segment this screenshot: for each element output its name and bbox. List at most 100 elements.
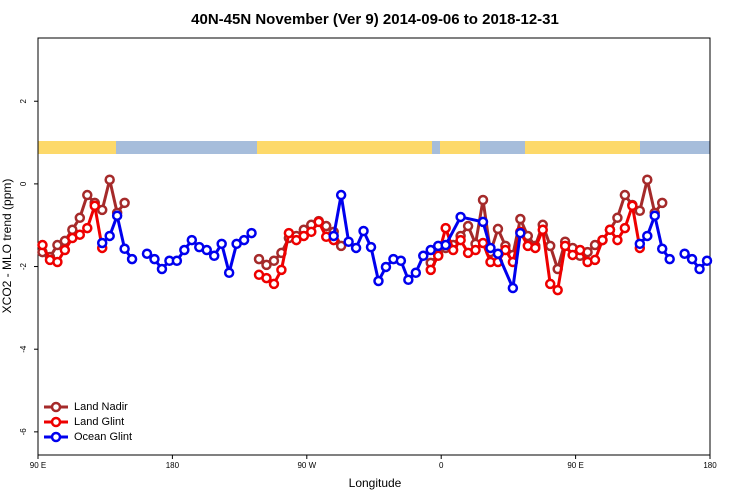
- data-point: [642, 174, 653, 186]
- data-point: [664, 253, 675, 265]
- legend-label: Land Glint: [74, 416, 124, 428]
- data-point: [447, 244, 459, 256]
- data-point: [410, 267, 422, 278]
- data-point: [492, 223, 504, 235]
- data-point: [119, 243, 130, 255]
- data-point: [492, 248, 504, 259]
- data-point: [373, 275, 384, 287]
- data-point: [515, 227, 526, 239]
- data-point: [350, 242, 362, 254]
- data-point: [268, 255, 280, 267]
- data-point: [253, 253, 265, 265]
- data-point: [111, 210, 123, 221]
- data-point: [530, 242, 541, 254]
- data-point: [559, 240, 571, 252]
- data-point: [537, 224, 548, 236]
- data-point: [612, 212, 623, 224]
- data-point: [507, 282, 519, 294]
- x-tick-label: 180: [166, 461, 180, 470]
- x-tick-label: 180: [703, 461, 717, 470]
- data-point: [477, 216, 489, 228]
- data-point: [634, 238, 646, 250]
- data-point: [313, 216, 324, 228]
- data-point: [119, 197, 130, 209]
- data-point: [104, 230, 115, 242]
- data-point: [335, 240, 347, 252]
- data-point: [186, 234, 198, 246]
- legend-label: Ocean Glint: [74, 431, 132, 443]
- data-point: [335, 189, 347, 201]
- data-point: [208, 250, 220, 262]
- data-point: [477, 237, 489, 249]
- data-point: [604, 224, 616, 236]
- data-point: [477, 194, 489, 206]
- data-point: [96, 204, 108, 216]
- data-point: [544, 278, 556, 290]
- data-point: [642, 230, 653, 242]
- data-point: [246, 227, 257, 239]
- data-point: [425, 264, 436, 276]
- data-point: [238, 234, 250, 246]
- data-point: [425, 244, 436, 256]
- x-tick-label: 0: [439, 461, 444, 470]
- data-point: [552, 284, 563, 296]
- y-tick-label: -4: [19, 345, 28, 353]
- data-point: [223, 267, 235, 278]
- data-point: [104, 174, 115, 186]
- data-point: [268, 278, 280, 290]
- legend-marker: [50, 416, 62, 428]
- data-point: [283, 227, 295, 239]
- data-point: [656, 243, 668, 255]
- data-point: [612, 234, 623, 246]
- data-point: [649, 210, 660, 221]
- y-axis-label: XCO2 - MLO trend (ppm): [0, 179, 14, 314]
- data-point: [455, 234, 466, 246]
- x-tick-label: 90 W: [297, 461, 316, 470]
- data-point: [634, 205, 646, 217]
- data-point: [141, 248, 153, 259]
- y-tick-label: -2: [19, 262, 28, 270]
- data-point: [380, 261, 392, 273]
- data-point: [515, 213, 526, 225]
- data-point: [455, 211, 466, 223]
- data-point: [403, 274, 414, 286]
- data-point: [37, 239, 48, 251]
- data-point: [395, 255, 407, 267]
- map-strip: [38, 141, 710, 154]
- data-point: [686, 253, 698, 265]
- y-tick-label: 2: [19, 98, 28, 103]
- x-axis-label: Longitude: [349, 476, 402, 490]
- data-point: [656, 197, 668, 209]
- legend-marker: [50, 401, 62, 413]
- data-point: [216, 238, 227, 250]
- data-point: [679, 248, 690, 259]
- x-tick-label: 90 E: [30, 461, 46, 470]
- data-point: [126, 253, 138, 265]
- data-point: [179, 244, 190, 256]
- data-point: [343, 236, 354, 247]
- data-point: [52, 256, 63, 268]
- legend-marker: [50, 431, 62, 443]
- data-point: [74, 229, 86, 240]
- chart-title: 40N-45N November (Ver 9) 2014-09-06 to 2…: [191, 11, 559, 28]
- data-point: [470, 244, 481, 256]
- data-point: [485, 242, 496, 254]
- data-point: [574, 244, 586, 256]
- data-point: [82, 222, 93, 234]
- data-point: [201, 244, 212, 256]
- data-point: [365, 241, 377, 253]
- data-point: [59, 244, 71, 256]
- data-point: [328, 230, 339, 242]
- data-point: [619, 222, 631, 234]
- data-point: [432, 250, 444, 262]
- data-point: [418, 250, 429, 262]
- x-tick-label: 90 E: [567, 461, 583, 470]
- data-point: [544, 240, 556, 252]
- data-point: [149, 253, 160, 265]
- data-point: [171, 255, 183, 267]
- data-point: [261, 259, 272, 271]
- data-point: [440, 222, 451, 234]
- data-point: [694, 263, 705, 275]
- data-point: [597, 234, 608, 246]
